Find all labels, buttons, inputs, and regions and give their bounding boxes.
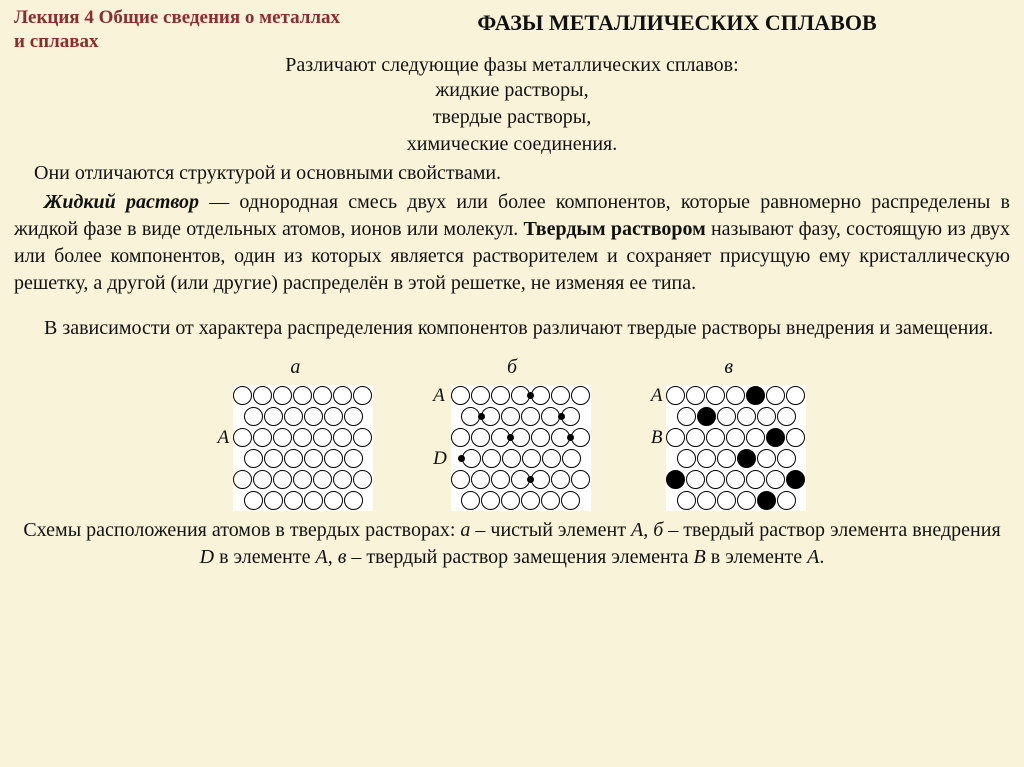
atom-label-a: A [218, 427, 230, 448]
term-liquid: Жидкий раствор [44, 191, 199, 213]
atom-label-a3: A [651, 385, 663, 406]
diff-line: Они отличаются структурой и основными св… [14, 160, 1010, 187]
diagram-b-label: б [507, 356, 517, 379]
lattice-c-grid [666, 385, 806, 511]
diagram-c-label: в [724, 356, 733, 379]
diagram-c: в A B [651, 356, 807, 511]
atom-label-a2: A [433, 385, 447, 406]
figure-caption: Схемы расположения атомов в твердых раст… [14, 517, 1010, 571]
diagram-a: а A [218, 356, 374, 511]
phase-item-1: жидкие растворы, [14, 77, 1010, 104]
paragraph-2: В зависимости от характера распределения… [14, 315, 1010, 342]
lattice-a-grid [233, 385, 373, 511]
atom-label-d: D [433, 448, 447, 469]
paragraph-1: Жидкий раствор — однородная смесь двух и… [14, 189, 1010, 297]
term-solid: Твердым раствором [523, 218, 705, 240]
diagram-b: б A D [433, 356, 591, 511]
phase-item-3: химические соединения. [14, 131, 1010, 158]
lecture-label: Лекция 4 Общие сведения о металлах и спл… [14, 6, 344, 54]
lattice-diagrams: а A б A D [14, 356, 1010, 511]
atom-label-b: B [651, 427, 663, 448]
phase-item-2: твердые растворы, [14, 104, 1010, 131]
diagram-a-label: а [290, 356, 300, 379]
intro-line: Различают следующие фазы металлических с… [14, 54, 1010, 77]
lattice-b-grid [451, 385, 591, 511]
